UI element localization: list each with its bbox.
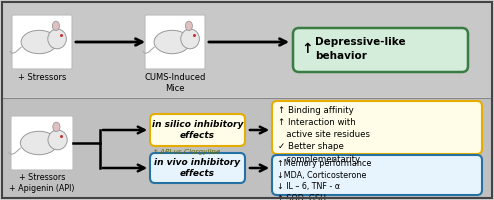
Text: CUMS-Induced
Mice: CUMS-Induced Mice xyxy=(144,73,206,93)
FancyBboxPatch shape xyxy=(11,116,73,170)
Ellipse shape xyxy=(181,29,200,49)
Ellipse shape xyxy=(48,130,67,150)
FancyBboxPatch shape xyxy=(272,155,482,195)
FancyBboxPatch shape xyxy=(293,28,468,72)
Ellipse shape xyxy=(21,30,57,54)
FancyBboxPatch shape xyxy=(12,15,72,69)
Ellipse shape xyxy=(48,29,66,49)
FancyBboxPatch shape xyxy=(150,114,245,146)
Text: ↑Memory performance
↓MDA, Corticosterone
↓ IL – 6, TNF - α
↑ SOD, GSH
↓ MAO-A po: ↑Memory performance ↓MDA, Corticosterone… xyxy=(277,159,371,200)
Text: + Stressors: + Stressors xyxy=(18,73,66,82)
Ellipse shape xyxy=(53,122,60,132)
Ellipse shape xyxy=(154,30,190,54)
Ellipse shape xyxy=(185,21,192,31)
Ellipse shape xyxy=(20,131,58,155)
Text: + Stressors
+ Apigenin (API): + Stressors + Apigenin (API) xyxy=(9,173,75,193)
Text: * API vs Clorgyline: * API vs Clorgyline xyxy=(154,149,220,155)
Bar xyxy=(3,3,491,97)
FancyBboxPatch shape xyxy=(150,153,245,183)
Bar xyxy=(3,99,491,197)
Text: ↑ Binding affinity
↑ Interaction with
   active site residues
✓ Better shape
   : ↑ Binding affinity ↑ Interaction with ac… xyxy=(278,106,370,164)
Text: ↑: ↑ xyxy=(301,42,313,56)
Text: in silico inhibitory
effects: in silico inhibitory effects xyxy=(152,120,243,140)
FancyBboxPatch shape xyxy=(272,101,482,154)
Ellipse shape xyxy=(52,21,59,31)
Text: in vivo inhibitory
effects: in vivo inhibitory effects xyxy=(155,158,241,178)
FancyBboxPatch shape xyxy=(145,15,205,69)
Text: Depressive-like
behavior: Depressive-like behavior xyxy=(315,37,406,61)
